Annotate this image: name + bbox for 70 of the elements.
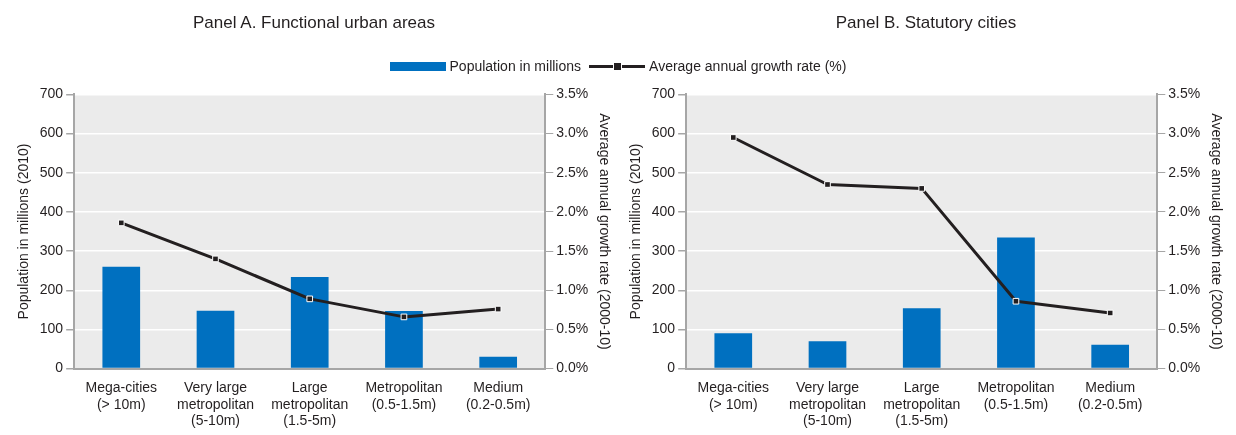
y2-axis-title: Average annual growth rate (2000-10) (1208, 113, 1225, 350)
y2-tick-label: 3.0% (556, 124, 589, 141)
y2-tick-label: 3.0% (1168, 124, 1201, 141)
bar (714, 333, 753, 368)
point (729, 134, 737, 141)
y-tick-label: 500 (39, 163, 64, 180)
x-tick-label: Very large metropolitan (5-10m) (176, 378, 255, 429)
x-tick-label: Large metropolitan (1.5-5m) (271, 378, 349, 429)
y2-tick-label: 3.5% (1168, 85, 1201, 102)
x-tick-label: Medium (0.2-0.5m) (1077, 378, 1143, 412)
chart-title: Panel A. Functional urban areas (192, 12, 436, 34)
legend-label: Average annual growth rate (%) (649, 58, 847, 74)
y-tick-label: 200 (651, 281, 676, 298)
point (117, 219, 125, 227)
y-tick-label: 0 (667, 359, 676, 376)
x-tick-label: Metropolitan (0.5-1.5m) (365, 378, 443, 412)
y2-tick-label: 2.0% (1168, 202, 1201, 219)
y2-tick-label: 2.5% (556, 163, 589, 180)
y-tick-label: 600 (39, 124, 64, 141)
bar (902, 308, 941, 368)
y2-tick-label: 1.5% (1168, 241, 1201, 258)
point (400, 313, 408, 321)
x-tick-label: Mega-cities (> 10m) (697, 378, 770, 412)
bar (1091, 344, 1130, 368)
y2-tick-label: 1.0% (1168, 281, 1201, 298)
y-axis-title: Population in millions (2010) (627, 143, 644, 320)
y-tick-label: 100 (651, 320, 676, 337)
bar (997, 237, 1035, 368)
x-tick-label: Large metropolitan (1.5-5m) (883, 378, 961, 429)
y-tick-label: 200 (39, 281, 64, 298)
point (1106, 309, 1114, 317)
point (1012, 297, 1020, 305)
bar (385, 311, 423, 368)
point (494, 305, 502, 313)
y2-tick-label: 0.0% (556, 359, 589, 376)
bar (290, 276, 329, 368)
y2-tick-label: 2.0% (556, 202, 589, 219)
y2-tick-label: 0.5% (1168, 320, 1201, 337)
legend-label: Population in millions (449, 58, 582, 74)
y-axis-title: Population in millions (2010) (15, 143, 32, 320)
y2-tick-label: 1.0% (556, 281, 589, 298)
y-tick-label: 500 (651, 163, 676, 180)
point (306, 295, 314, 303)
x-tick-label: Very large metropolitan (5-10m) (788, 378, 867, 429)
x-tick-label: Medium (0.2-0.5m) (465, 378, 531, 412)
y-tick-label: 100 (39, 320, 64, 337)
y-tick-label: 400 (651, 202, 676, 219)
point (824, 181, 831, 188)
y2-tick-label: 2.5% (1168, 163, 1201, 180)
bar (196, 310, 235, 368)
y-tick-label: 400 (39, 202, 64, 219)
y2-tick-label: 1.5% (556, 241, 589, 258)
bar (808, 341, 847, 368)
y2-tick-label: 0.5% (556, 320, 589, 337)
point (918, 185, 926, 192)
x-tick-label: Metropolitan (0.5-1.5m) (977, 378, 1055, 412)
bar (479, 356, 518, 368)
chart-title: Panel B. Statutory cities (834, 12, 1018, 34)
y-tick-label: 700 (651, 85, 676, 102)
y2-tick-label: 0.0% (1168, 359, 1201, 376)
bar (102, 266, 141, 368)
y2-axis-title: Average annual growth rate (2000-10) (596, 113, 613, 350)
x-tick-label: Mega-cities (> 10m) (85, 378, 158, 412)
y-tick-label: 300 (651, 241, 676, 258)
y2-tick-label: 3.5% (556, 85, 589, 102)
y-tick-label: 600 (651, 124, 676, 141)
y-tick-label: 700 (39, 85, 64, 102)
y-tick-label: 300 (39, 241, 64, 258)
point (212, 255, 219, 263)
y-tick-label: 0 (55, 359, 64, 376)
